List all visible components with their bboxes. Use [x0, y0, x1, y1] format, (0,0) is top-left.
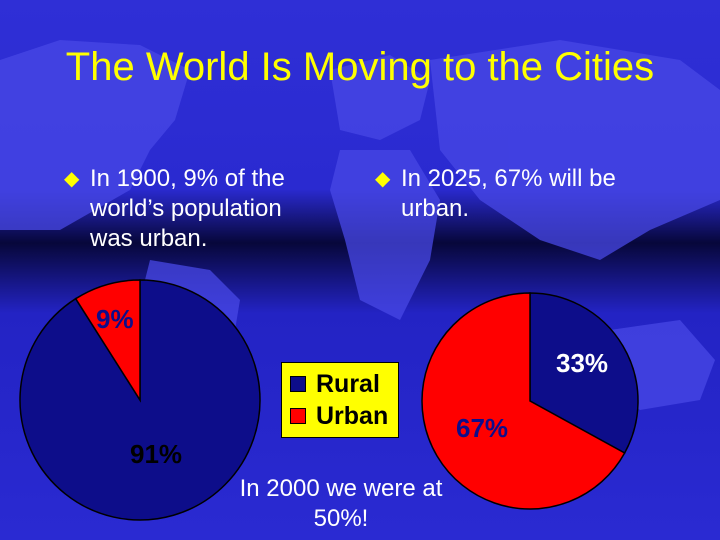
- bullet-2025-text: In 2025, 67% will be urban.: [401, 165, 616, 222]
- diamond-bullet-icon: ◆: [64, 168, 80, 190]
- diamond-bullet-icon: ◆: [375, 168, 391, 190]
- legend-swatch-urban: [290, 408, 306, 424]
- pie-2025-rural-label: 33%: [556, 348, 609, 378]
- bullet-1900-text: In 1900, 9% of the world’s population wa…: [90, 165, 285, 252]
- bullet-1900: ◆ In 1900, 9% of the world’s population …: [64, 164, 314, 254]
- pie-slice-urban: [74, 279, 141, 403]
- bullet-2025: ◆ In 2025, 67% will be urban.: [375, 164, 665, 224]
- pie-1900-rural-label: 91%: [130, 439, 183, 469]
- chart-legend: Rural Urban: [281, 362, 399, 438]
- pie-1900-urban-label: 9%: [96, 304, 134, 334]
- pie-slice-urban: [421, 292, 626, 510]
- legend-swatch-rural: [290, 376, 306, 392]
- slide-title: The World Is Moving to the Cities: [65, 45, 655, 89]
- legend-label-rural: Rural: [316, 370, 380, 398]
- pie-slice-rural: [529, 292, 639, 455]
- pie-2025-urban-label: 67%: [456, 413, 509, 443]
- footnote-2000: In 2000 we were at 50%!: [239, 475, 443, 532]
- legend-label-urban: Urban: [316, 402, 389, 430]
